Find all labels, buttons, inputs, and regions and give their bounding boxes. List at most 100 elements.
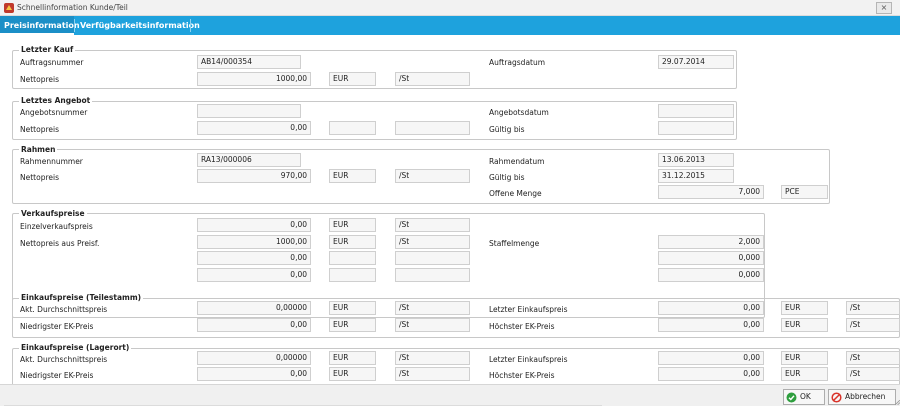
label-akt-durchschnittspreis: Akt. Durchschnittspreis <box>20 355 108 364</box>
label-gueltig-bis: Gültig bis <box>489 125 525 134</box>
field-preisf-preis[interactable]: 0,00 <box>197 251 311 265</box>
field-waehrung[interactable]: EUR <box>329 169 376 183</box>
label-nettopreis: Nettopreis <box>20 125 59 134</box>
label-letzter-einkaufspreis: Letzter Einkaufspreis <box>489 355 568 364</box>
field-einheit[interactable]: /St <box>395 318 470 332</box>
tab-verfuegbarkeitsinformation[interactable]: Verfügbarkeitsinformation <box>80 21 200 30</box>
label-niedrigster-ek-preis: Niedrigster EK-Preis <box>20 322 94 331</box>
field-akt-durchschnittspreis[interactable]: 0,00000 <box>197 351 311 365</box>
tab-divider <box>190 19 191 32</box>
field-rahmendatum[interactable]: 13.06.2013 <box>658 153 734 167</box>
field-mengeneinheit[interactable]: PCE <box>781 185 828 199</box>
group-verkaufspreise <box>12 213 765 318</box>
field-letzter-einkaufspreis[interactable]: 0,00 <box>658 351 764 365</box>
field-einheit[interactable]: /St <box>846 367 900 381</box>
label-gueltig-bis: Gültig bis <box>489 173 525 182</box>
field-hoechster-ek-preis[interactable]: 0,00 <box>658 367 764 381</box>
resize-grip-icon[interactable] <box>895 400 900 405</box>
field-waehrung[interactable]: EUR <box>329 301 376 315</box>
close-icon: × <box>880 3 888 12</box>
label-hoechster-ek-preis: Höchster EK-Preis <box>489 371 555 380</box>
window-title: Schnellinformation Kunde/Teil <box>17 3 128 12</box>
label-rahmendatum: Rahmendatum <box>489 157 545 166</box>
field-einheit[interactable]: /St <box>846 351 900 365</box>
field-akt-durchschnittspreis[interactable]: 0,00000 <box>197 301 311 315</box>
field-staffelmenge[interactable]: 0,000 <box>658 251 764 265</box>
checkmark-icon <box>786 392 797 402</box>
tab-bar: Preisinformation Verfügbarkeitsinformati… <box>0 16 900 35</box>
field-einheit[interactable]: /St <box>395 367 470 381</box>
group-title-letzter-kauf: Letzter Kauf <box>19 45 76 54</box>
label-einzelverkaufspreis: Einzelverkaufspreis <box>20 222 93 231</box>
label-nettopreis: Nettopreis <box>20 173 59 182</box>
field-niedrigster-ek-preis[interactable]: 0,00 <box>197 367 311 381</box>
abbrechen-button[interactable]: Abbrechen <box>828 389 896 405</box>
field-preisf-waehrung[interactable] <box>329 251 376 265</box>
field-waehrung[interactable]: EUR <box>781 318 828 332</box>
label-akt-durchschnittspreis: Akt. Durchschnittspreis <box>20 305 108 314</box>
field-waehrung[interactable]: EUR <box>329 351 376 365</box>
field-einheit[interactable]: /St <box>395 72 470 86</box>
price-info-panel: Letzter Kauf Auftragsnummer AB14/000354 … <box>0 35 900 384</box>
field-nettopreis[interactable]: 0,00 <box>197 121 311 135</box>
field-preisf-einheit[interactable]: /St <box>395 235 470 249</box>
label-angebotsdatum: Angebotsdatum <box>489 108 549 117</box>
field-offene-menge[interactable]: 7,000 <box>658 185 764 199</box>
field-angebotsdatum[interactable] <box>658 104 734 118</box>
field-einheit[interactable]: /St <box>395 351 470 365</box>
field-angebotsnummer[interactable] <box>197 104 301 118</box>
field-nettopreis[interactable]: 970,00 <box>197 169 311 183</box>
field-preisf-waehrung[interactable] <box>329 268 376 282</box>
field-preisf-einheit[interactable] <box>395 251 470 265</box>
field-waehrung[interactable]: EUR <box>329 318 376 332</box>
field-waehrung[interactable]: EUR <box>329 218 376 232</box>
field-einheit[interactable]: /St <box>846 301 900 315</box>
field-letzter-einkaufspreis[interactable]: 0,00 <box>658 301 764 315</box>
label-letzter-einkaufspreis: Letzter Einkaufspreis <box>489 305 568 314</box>
label-hoechster-ek-preis: Höchster EK-Preis <box>489 322 555 331</box>
field-nettopreis[interactable]: 1000,00 <box>197 72 311 86</box>
ok-button[interactable]: OK <box>783 389 825 405</box>
field-hoechster-ek-preis[interactable]: 0,00 <box>658 318 764 332</box>
field-waehrung[interactable] <box>329 121 376 135</box>
group-title-ek-teilestamm: Einkaufspreise (Teilestamm) <box>19 293 144 302</box>
field-waehrung[interactable]: EUR <box>329 72 376 86</box>
app-icon <box>4 3 14 13</box>
field-waehrung[interactable]: EUR <box>781 367 828 381</box>
field-waehrung[interactable]: EUR <box>781 351 828 365</box>
field-einheit[interactable]: /St <box>395 301 470 315</box>
field-auftragsdatum[interactable]: 29.07.2014 <box>658 55 734 69</box>
label-niedrigster-ek-preis: Niedrigster EK-Preis <box>20 371 94 380</box>
field-niedrigster-ek-preis[interactable]: 0,00 <box>197 318 311 332</box>
field-einheit[interactable]: /St <box>395 169 470 183</box>
tab-preisinformation[interactable]: Preisinformation <box>0 16 80 35</box>
field-einheit[interactable]: /St <box>395 218 470 232</box>
group-title-letztes-angebot: Letztes Angebot <box>19 96 93 105</box>
group-rahmen <box>12 149 830 204</box>
field-einheit[interactable]: /St <box>846 318 900 332</box>
label-auftragsnummer: Auftragsnummer <box>20 58 84 67</box>
label-angebotsnummer: Angebotsnummer <box>20 108 88 117</box>
field-staffelmenge[interactable]: 2,000 <box>658 235 764 249</box>
field-staffelmenge[interactable]: 0,000 <box>658 268 764 282</box>
field-rahmennummer[interactable]: RA13/000006 <box>197 153 301 167</box>
field-preisf-preis[interactable]: 0,00 <box>197 268 311 282</box>
field-preisf-einheit[interactable] <box>395 268 470 282</box>
field-preisf-preis[interactable]: 1000,00 <box>197 235 311 249</box>
group-letztes-angebot <box>12 101 737 140</box>
abbrechen-label: Abbrechen <box>845 392 886 401</box>
field-preisf-waehrung[interactable]: EUR <box>329 235 376 249</box>
label-staffelmenge: Staffelmenge <box>489 239 540 248</box>
field-waehrung[interactable]: EUR <box>329 367 376 381</box>
label-offene-menge: Offene Menge <box>489 189 542 198</box>
label-auftragsdatum: Auftragsdatum <box>489 58 546 67</box>
field-gueltig-bis[interactable]: 31.12.2015 <box>658 169 734 183</box>
field-auftragsnummer[interactable]: AB14/000354 <box>197 55 301 69</box>
ok-label: OK <box>800 392 811 401</box>
close-button[interactable]: × <box>876 2 892 14</box>
field-einzelverkaufspreis[interactable]: 0,00 <box>197 218 311 232</box>
label-nettopreis-preisf: Nettopreis aus Preisf. <box>20 239 100 248</box>
field-gueltig-bis[interactable] <box>658 121 734 135</box>
field-einheit[interactable] <box>395 121 470 135</box>
field-waehrung[interactable]: EUR <box>781 301 828 315</box>
